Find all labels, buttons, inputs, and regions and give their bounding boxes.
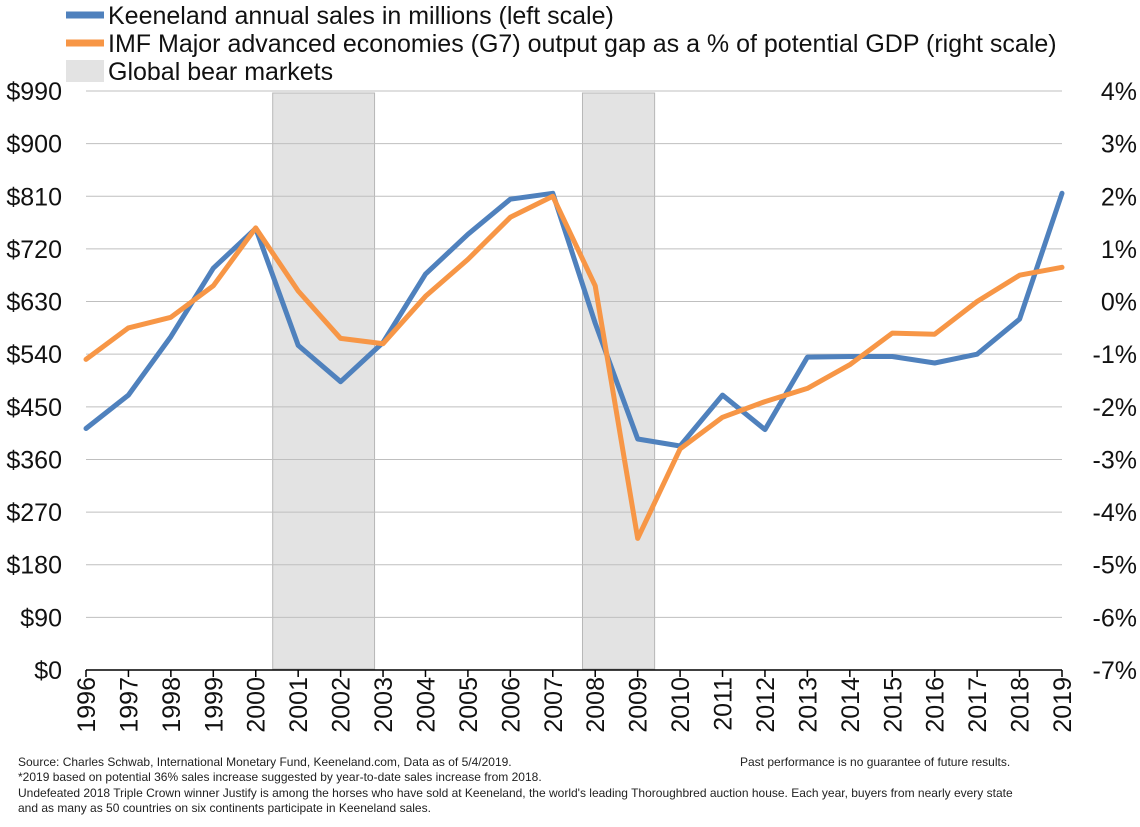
chart: $0 -7% $90 -6% $180 -5% $270 -4% $360 -3% $450 -2% $…: [6, 2, 1137, 733]
x-tick-label: 2003: [370, 677, 398, 733]
left-tick-label: $180: [6, 552, 62, 580]
x-tick-label: 2002: [328, 677, 356, 733]
x-tick-label: 2004: [412, 677, 440, 733]
left-tick-label: $720: [6, 236, 62, 264]
x-tick-label: 1997: [115, 677, 143, 733]
source-note: Source: Charles Schwab, International Mo…: [18, 755, 512, 769]
right-tick-label: -7%: [1093, 657, 1137, 685]
x-tick-label: 2017: [964, 677, 992, 733]
right-tick-label: 3%: [1101, 131, 1137, 159]
x-tick-label: 2010: [667, 677, 695, 733]
x-tick-label: 2016: [922, 677, 950, 733]
x-tick-label: 2019: [1049, 677, 1077, 733]
right-tick-label: 0%: [1101, 289, 1137, 317]
x-tick-label: 2009: [625, 677, 653, 733]
x-tick-label: 2013: [794, 677, 822, 733]
axes: $0 -7% $90 -6% $180 -5% $270 -4% $360 -3% $450 -2% $…: [6, 78, 1137, 733]
x-tick-label: 2006: [497, 677, 525, 733]
left-tick-label: $990: [6, 78, 62, 106]
right-tick-label: 4%: [1101, 78, 1137, 106]
right-tick-label: -4%: [1093, 499, 1137, 527]
x-tick-label: 1998: [158, 677, 186, 733]
imf-output-gap-line: [83, 193, 1065, 541]
x-tick-label: 1999: [200, 677, 228, 733]
x-tick-label: 2014: [837, 677, 865, 733]
left-tick-label: $360: [6, 446, 62, 474]
legend: Keeneland annual sales in millions (left…: [66, 2, 1057, 86]
series-lines: [83, 190, 1065, 541]
left-tick-label: $270: [6, 499, 62, 527]
legend-label: IMF Major advanced economies (G7) output…: [108, 30, 1057, 58]
bear-market-box-1: [272, 92, 376, 670]
x-tick-label: 2018: [1007, 677, 1035, 733]
footnote-justify-2: and as many as 50 countries on six conti…: [18, 801, 431, 815]
x-tick-label: 2012: [752, 677, 780, 733]
legend-label: Global bear markets: [108, 58, 333, 86]
legend-label: Keeneland annual sales in millions (left…: [108, 2, 614, 30]
x-tick-label: 2015: [879, 677, 907, 733]
left-tick-label: $450: [6, 394, 62, 422]
left-tick-label: $90: [20, 604, 62, 632]
x-tick-label: 2000: [243, 677, 271, 733]
footnote-justify-1: Undefeated 2018 Triple Crown winner Just…: [18, 786, 1013, 800]
disclaimer-note: Past performance is no guarantee of futu…: [740, 755, 1011, 769]
x-tick-label: 2005: [455, 677, 483, 733]
right-tick-label: 1%: [1101, 236, 1137, 264]
x-tick-label: 2001: [285, 677, 313, 733]
left-tick-label: $630: [6, 289, 62, 317]
x-tick-label: 2007: [540, 677, 568, 733]
left-tick-label: $540: [6, 341, 62, 369]
right-tick-label: -1%: [1093, 341, 1137, 369]
left-tick-label: $900: [6, 131, 62, 159]
bear-market-shading: [272, 92, 656, 670]
right-tick-label: -5%: [1093, 552, 1137, 580]
left-tick-label: $0: [34, 657, 62, 685]
keeneland-sales-line: [83, 190, 1065, 449]
right-tick-label: -2%: [1093, 394, 1137, 422]
x-tick-label: 2011: [710, 677, 738, 731]
right-tick-label: -3%: [1093, 446, 1137, 474]
right-tick-label: 2%: [1101, 183, 1137, 211]
right-tick-label: -6%: [1093, 604, 1137, 632]
left-tick-label: $810: [6, 183, 62, 211]
x-tick-label: 1996: [73, 677, 101, 733]
legend-swatch-box: [66, 60, 104, 82]
gridlines: [86, 90, 1062, 618]
x-tick-label: 2008: [582, 677, 610, 733]
footnote-2019: *2019 based on potential 36% sales incre…: [18, 770, 542, 784]
